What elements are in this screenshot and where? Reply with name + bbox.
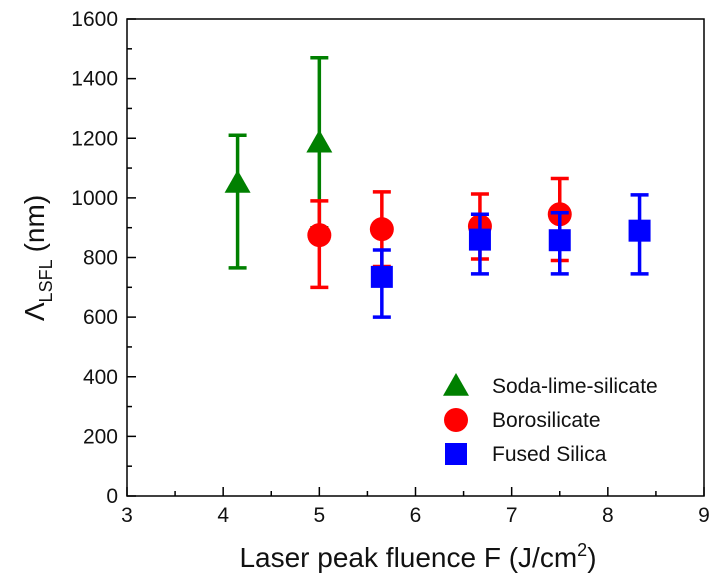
y-tick-label: 1200 (71, 127, 118, 150)
data-point (224, 169, 251, 193)
data-point (468, 228, 491, 251)
legend-marker (444, 408, 468, 432)
data-point (306, 129, 333, 153)
series-fused-silica (370, 193, 651, 319)
y-axis-title-symbol: Λ (19, 302, 50, 321)
legend-item: Soda-lime-silicate (443, 373, 658, 398)
x-axis-title-main: Laser peak fluence F (J/cm (239, 542, 577, 573)
legend-marker (443, 373, 469, 396)
x-tick-label: 9 (698, 504, 710, 527)
y-tick-label: 1400 (71, 68, 118, 91)
legend-item: Fused Silica (445, 443, 607, 466)
legend-label: Fused Silica (492, 443, 607, 466)
y-tick-label: 800 (83, 247, 118, 270)
y-axis-title-sub: LSFL (36, 259, 56, 302)
y-axis-title: ΛLSFL (nm) (19, 195, 56, 321)
legend: Soda-lime-silicate Borosilicate Fused Sili… (443, 373, 658, 466)
x-tick-label: 3 (121, 504, 133, 527)
x-axis-title: Laser peak fluence F (J/cm2) (239, 540, 596, 573)
y-tick-label: 200 (83, 425, 118, 448)
plot-marks (224, 56, 651, 319)
series-borosilicate (307, 176, 572, 290)
x-tick-label: 6 (410, 504, 422, 527)
axis-ticks: 3 4 5 6 7 8 9 0 200 400 600 800 1000 1200 1400 1600 (71, 8, 710, 527)
legend-marker (445, 443, 467, 465)
data-point (307, 223, 332, 248)
x-tick-label: 8 (602, 504, 614, 527)
y-tick-label: 1000 (71, 187, 118, 210)
y-tick-label: 400 (83, 366, 118, 389)
plot-frame (126, 18, 705, 497)
y-tick-label: 0 (106, 485, 118, 508)
data-point (548, 229, 571, 252)
x-tick-label: 5 (313, 504, 325, 527)
y-tick-label: 1600 (71, 8, 118, 31)
y-tick-label: 600 (83, 306, 118, 329)
y-axis-title-unit: (nm) (19, 195, 50, 253)
x-tick-label: 7 (506, 504, 518, 527)
x-tick-label: 4 (217, 504, 229, 527)
data-point (628, 219, 651, 242)
x-axis-title-close: ) (587, 542, 596, 573)
legend-label: Borosilicate (492, 409, 601, 432)
data-point (370, 265, 393, 288)
legend-item: Borosilicate (444, 408, 601, 432)
data-point (369, 217, 394, 242)
legend-label: Soda-lime-silicate (492, 375, 658, 398)
x-axis-title-sup: 2 (577, 540, 587, 560)
